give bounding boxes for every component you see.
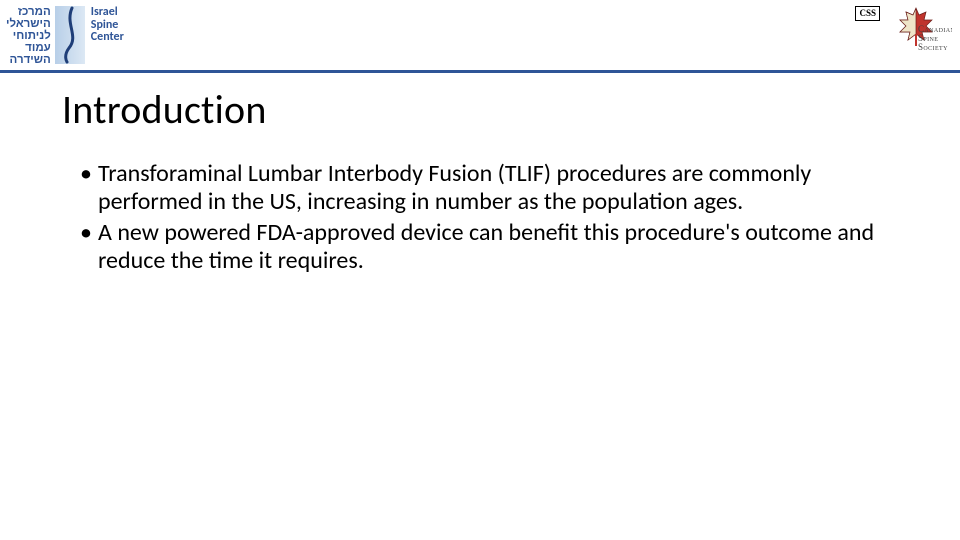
israel-spine-center-logo: המרכז הישראלי לניתוחי עמוד השידרה [6,6,124,66]
maple-leaf-icon: CanadianSpineSociety [882,4,952,62]
css-abbr-box: CSS [855,6,880,21]
canadian-spine-society-logo: CSS CanadianSpineSociety [855,4,952,62]
svg-text:CanadianSpineSociety: CanadianSpineSociety [918,24,952,52]
slide-header: המרכז הישראלי לניתוחי עמוד השידרה [0,0,960,73]
isc-line: Israel [91,6,124,19]
hebrew-line: השידרה [6,54,51,66]
slide-title: Introduction [62,85,267,134]
bullet-list: Transforaminal Lumbar Interbody Fusion (… [80,160,900,275]
isc-line: Center [91,31,124,44]
hebrew-org-name: המרכז הישראלי לניתוחי עמוד השידרה [6,6,51,66]
spine-curve-icon [55,6,85,64]
slide-body: Transforaminal Lumbar Interbody Fusion (… [80,160,900,277]
english-org-name: Israel Spine Center [91,6,124,44]
bullet-item: A new powered FDA-approved device can be… [80,219,900,276]
slide: המרכז הישראלי לניתוחי עמוד השידרה [0,0,960,540]
bullet-item: Transforaminal Lumbar Interbody Fusion (… [80,160,900,217]
